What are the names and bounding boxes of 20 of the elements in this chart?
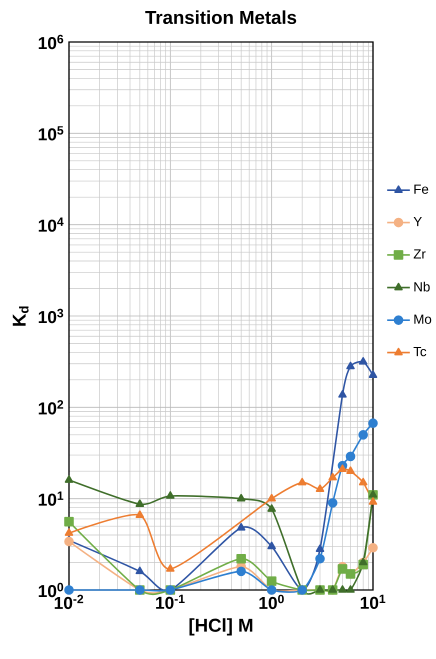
legend-label: Zr <box>414 249 426 258</box>
y-tick-label: 10$^{2}$ <box>38 400 64 415</box>
y-tick-label: 10$^{4}$ <box>38 218 64 232</box>
x-tick-label: 10$^{-2}$ <box>54 594 84 610</box>
legend-label: Tc <box>414 346 426 356</box>
y-tick-label: 10$^{0}$ <box>38 582 64 598</box>
y-tick-label: 10$^{1}$ <box>38 492 64 506</box>
y-tick-label: 10$^{6}$ <box>38 34 64 50</box>
x-tick-label: 10$^{1}$ <box>360 594 386 609</box>
y-axis-title: K$_{d}$ <box>12 306 29 326</box>
legend-label: Y <box>414 216 422 226</box>
legend-label: Mo <box>414 314 432 324</box>
x-tick-label: 10$^{0}$ <box>259 594 284 610</box>
legend-label: Nb <box>414 282 430 292</box>
x-axis-title: [HCl] M <box>190 618 252 636</box>
chart-title: Transition Metals <box>145 10 296 24</box>
legend-label: Fe <box>414 184 428 194</box>
y-tick-label: 10$^{3}$ <box>38 308 64 324</box>
y-tick-label: 10$^{5}$ <box>38 126 64 140</box>
x-tick-label: 10$^{-1}$ <box>156 594 185 609</box>
